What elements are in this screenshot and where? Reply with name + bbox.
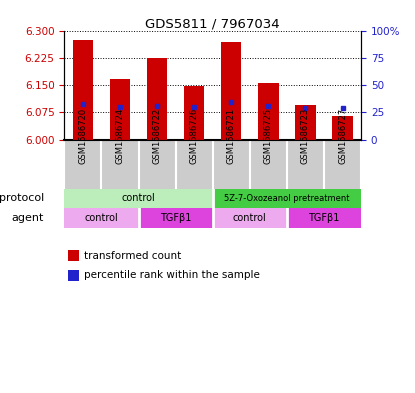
Bar	[287, 208, 361, 228]
Bar	[221, 42, 242, 140]
Text: GSM1586726: GSM1586726	[190, 108, 199, 164]
Text: control: control	[233, 213, 267, 223]
Bar	[64, 189, 213, 208]
Bar	[213, 189, 361, 208]
Text: control: control	[85, 213, 118, 223]
Bar	[110, 79, 130, 140]
Bar	[184, 86, 204, 140]
Text: GSM1586720: GSM1586720	[78, 108, 88, 164]
Bar	[213, 208, 287, 228]
Text: GSM1586721: GSM1586721	[227, 108, 236, 164]
Bar	[64, 208, 139, 228]
Title: GDS5811 / 7967034: GDS5811 / 7967034	[145, 17, 280, 30]
Text: transformed count: transformed count	[84, 251, 181, 261]
Bar	[139, 208, 213, 228]
Text: GSM1586725: GSM1586725	[264, 108, 273, 164]
Bar	[332, 116, 353, 140]
Text: 5Z-7-Oxozeanol pretreatment: 5Z-7-Oxozeanol pretreatment	[224, 194, 349, 203]
Text: control: control	[122, 193, 155, 204]
Text: GSM1586722: GSM1586722	[153, 108, 161, 164]
Text: GSM1586727: GSM1586727	[338, 108, 347, 164]
Bar	[258, 83, 278, 140]
Text: agent: agent	[12, 213, 44, 223]
Bar	[295, 105, 316, 140]
Text: percentile rank within the sample: percentile rank within the sample	[84, 270, 260, 281]
Text: TGFβ1: TGFβ1	[308, 213, 339, 223]
Text: TGFβ1: TGFβ1	[160, 213, 191, 223]
Bar	[73, 40, 93, 140]
Text: GSM1586724: GSM1586724	[115, 108, 124, 164]
Text: protocol: protocol	[0, 193, 44, 204]
Bar	[147, 59, 167, 140]
Text: GSM1586723: GSM1586723	[301, 108, 310, 164]
